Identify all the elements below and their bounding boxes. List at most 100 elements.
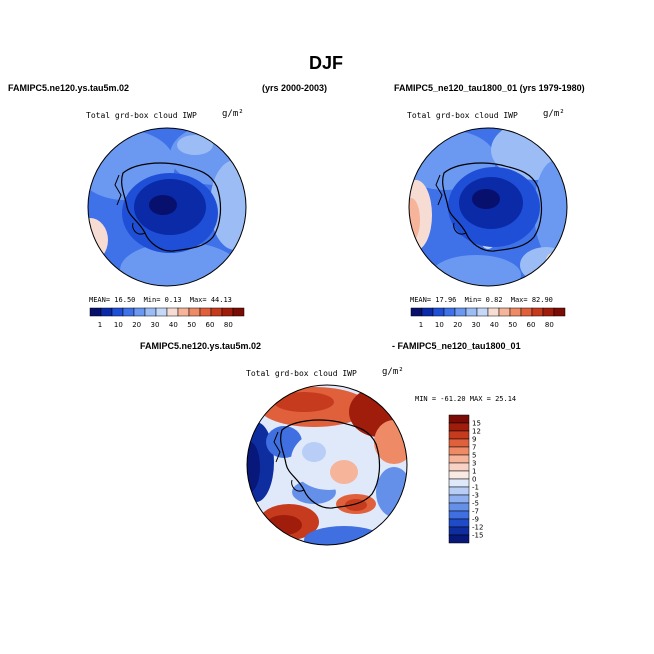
right-mean-value: 17.96 (435, 296, 457, 304)
right-max-value: 82.90 (531, 296, 553, 304)
right-colorbar-swatch (432, 307, 445, 317)
right-colorbar-swatch (443, 307, 456, 317)
difference-colorbar-tick-label: -1 (472, 484, 479, 492)
right-colorbar-tick-label: 50 (508, 321, 517, 329)
left-polar-map (87, 127, 247, 287)
difference-colorbar-tick-label: 9 (472, 436, 476, 444)
right-colorbar-tick-label: 20 (453, 321, 462, 329)
difference-colorbar-swatch (448, 414, 470, 424)
difference-colorbar-swatch (448, 422, 470, 432)
left-min-value: 0.13 (164, 296, 182, 304)
left-mean-label: MEAN= (89, 296, 111, 304)
right-colorbar-swatch (553, 307, 566, 317)
right-colorbar-swatch (421, 307, 434, 317)
right-colorbar-tick-label: 40 (490, 321, 499, 329)
left-colorbar-swatch (144, 307, 157, 317)
diff-panel-variable-label: Total grd-box cloud IWP (246, 369, 357, 378)
right-colorbar-tick-label: 60 (527, 321, 536, 329)
right-polar-map (408, 127, 568, 287)
right-colorbar-swatch (487, 307, 500, 317)
left-colorbar-swatch (155, 307, 168, 317)
difference-colorbar-tick-label: 5 (472, 452, 476, 460)
left-colorbar-tick-label: 10 (114, 321, 123, 329)
right-colorbar: 1 10 20 30 40 50 60 80 (410, 307, 566, 329)
left-panel-stats: MEAN= 16.50 Min= 0.13 Max= 44.13 (89, 296, 232, 304)
right-colorbar-swatch (454, 307, 467, 317)
left-mean-value: 16.50 (114, 296, 136, 304)
right-colorbar-tick-label: 30 (472, 321, 481, 329)
left-colorbar-tick-label: 80 (224, 321, 233, 329)
left-colorbar-swatch (232, 307, 245, 317)
difference-colorbar-tick-label: -15 (472, 532, 483, 540)
left-colorbar-swatch (177, 307, 190, 317)
left-max-label: Max= (189, 296, 207, 304)
left-colorbar-swatch (133, 307, 146, 317)
difference-colorbar-swatch (448, 454, 470, 464)
right-colorbar-swatch (410, 307, 423, 317)
difference-colorbar-tick-label: 7 (472, 444, 476, 452)
left-colorbar-tick-label: 1 (98, 321, 102, 329)
left-colorbar-swatch (221, 307, 234, 317)
right-panel-stats: MEAN= 17.96 Min= 0.82 Max= 82.90 (410, 296, 553, 304)
left-panel-variable-label: Total grd-box cloud IWP (86, 111, 197, 120)
difference-colorbar-tick-label: -3 (472, 492, 479, 500)
difference-colorbar-swatch (448, 526, 470, 536)
difference-colorbar-tick-label: 15 (472, 420, 481, 428)
difference-colorbar-swatch (448, 430, 470, 440)
difference-colorbar-swatch (448, 502, 470, 512)
difference-colorbar-tick-label: -12 (472, 524, 483, 532)
difference-colorbar-tick-label: -7 (472, 508, 479, 516)
difference-colorbar-swatch (448, 510, 470, 520)
left-colorbar-swatch (210, 307, 223, 317)
left-colorbar-tick-label: 60 (206, 321, 215, 329)
left-panel-years: (yrs 2000-2003) (262, 83, 328, 93)
difference-colorbar-swatch (448, 478, 470, 488)
right-colorbar-swatch (531, 307, 544, 317)
difference-colorbar-swatch (448, 518, 470, 528)
difference-colorbar-tick-label: 0 (472, 476, 476, 484)
right-panel-variable-label: Total grd-box cloud IWP (407, 111, 518, 120)
left-colorbar-tick-label: 40 (169, 321, 178, 329)
right-panel-case-name: FAMIPC5_ne120_tau1800_01 (yrs 1979-1980) (394, 83, 585, 93)
difference-colorbar-swatch (448, 486, 470, 496)
right-min-label: Min= (464, 296, 482, 304)
difference-colorbar-swatch (448, 446, 470, 456)
difference-colorbar-tick-label: 1 (472, 468, 476, 476)
left-colorbar: 1 10 20 30 40 50 60 80 (89, 307, 245, 329)
left-min-label: Min= (143, 296, 161, 304)
left-colorbar-swatch (122, 307, 135, 317)
diff-panel-case-b: - FAMIPC5_ne120_tau1800_01 (392, 341, 521, 351)
diff-panel-minmax: MIN = -61.20 MAX = 25.14 (415, 395, 517, 403)
right-colorbar-swatch (542, 307, 555, 317)
right-min-value: 0.82 (485, 296, 503, 304)
difference-colorbar-swatch (448, 494, 470, 504)
diff-panel-units: g/m² (382, 367, 404, 377)
left-panel-units: g/m² (222, 109, 244, 119)
left-colorbar-tick-label: 50 (187, 321, 196, 329)
page-title: DJF (309, 53, 344, 73)
difference-colorbar-tick-label: 12 (472, 428, 481, 436)
left-colorbar-tick-label: 20 (132, 321, 141, 329)
difference-colorbar-tick-label: 3 (472, 460, 476, 468)
difference-colorbar-tick-label: -9 (472, 516, 479, 524)
left-colorbar-tick-label: 30 (151, 321, 160, 329)
difference-colorbar-tick-label: -5 (472, 500, 479, 508)
right-colorbar-swatch (520, 307, 533, 317)
difference-colorbar-swatch (448, 438, 470, 448)
left-colorbar-swatch (166, 307, 179, 317)
right-panel-units: g/m² (543, 109, 565, 119)
left-colorbar-swatch (100, 307, 113, 317)
right-mean-label: MEAN= (410, 296, 432, 304)
diff-panel-case-a: FAMIPC5.ne120.ys.tau5m.02 (140, 341, 262, 351)
right-colorbar-swatch (465, 307, 478, 317)
right-colorbar-tick-label: 80 (545, 321, 554, 329)
right-colorbar-swatch (498, 307, 511, 317)
left-panel-case-name: FAMIPC5.ne120.ys.tau5m.02 (8, 83, 130, 93)
difference-polar-map (246, 384, 408, 546)
right-max-label: Max= (510, 296, 528, 304)
left-colorbar-swatch (89, 307, 102, 317)
right-colorbar-tick-label: 1 (419, 321, 423, 329)
difference-colorbar-swatch (448, 462, 470, 472)
left-colorbar-swatch (188, 307, 201, 317)
